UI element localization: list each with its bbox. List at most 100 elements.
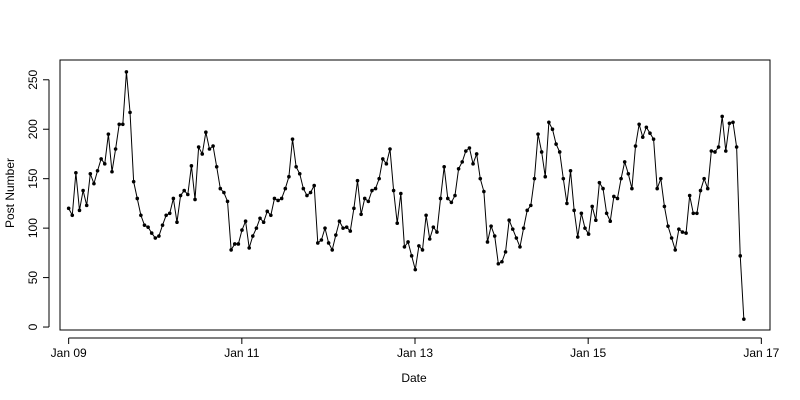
data-point	[550, 127, 555, 132]
data-point	[644, 125, 649, 130]
data-point	[232, 242, 237, 246]
data-point	[503, 250, 508, 254]
data-point	[478, 176, 483, 181]
data-point	[633, 144, 638, 148]
data-point	[604, 211, 609, 216]
data-point	[377, 176, 381, 181]
data-point	[153, 236, 158, 240]
data-point	[77, 208, 82, 213]
data-point	[626, 171, 631, 176]
data-point	[651, 137, 656, 141]
x-axis: Jan 09 Jan 11 Jan 13 Jan 15 Jan 17	[51, 337, 780, 360]
data-point	[99, 157, 103, 161]
data-point	[594, 218, 598, 223]
data-point	[579, 211, 584, 216]
data-point	[279, 196, 284, 201]
data-point	[294, 165, 298, 169]
data-point	[167, 211, 172, 216]
data-point	[323, 226, 327, 230]
data-point	[734, 145, 739, 149]
data-point	[258, 216, 262, 221]
data-point	[113, 147, 118, 151]
data-point	[142, 223, 147, 227]
data-point	[243, 219, 248, 224]
data-point	[330, 248, 335, 252]
data-point	[485, 240, 490, 244]
data-point	[261, 220, 266, 224]
data-point	[384, 162, 389, 166]
data-point	[705, 186, 710, 191]
data-point	[565, 201, 569, 206]
y-axis: 0 50 100 150 200 250	[26, 69, 50, 330]
data-point	[716, 145, 721, 149]
data-point	[669, 236, 674, 240]
data-point	[709, 149, 714, 153]
series-layer	[66, 70, 746, 321]
data-point	[225, 199, 230, 204]
data-point	[175, 220, 179, 224]
data-point	[344, 225, 349, 229]
data-point	[265, 209, 270, 214]
data-point	[492, 234, 497, 238]
data-point	[659, 176, 663, 181]
data-point	[391, 188, 396, 193]
y-tick-label: 100	[26, 218, 40, 238]
data-point	[637, 122, 641, 127]
x-tick-label: Jan 11	[224, 346, 259, 360]
data-point	[438, 196, 443, 201]
data-point	[456, 166, 461, 171]
data-point	[742, 317, 746, 321]
data-point	[308, 190, 313, 195]
data-point	[435, 230, 439, 234]
data-point	[615, 196, 620, 201]
data-point	[687, 193, 692, 198]
data-point	[182, 188, 186, 193]
data-point	[218, 186, 223, 191]
data-point	[521, 226, 526, 230]
data-point	[586, 232, 591, 236]
x-tick-label: Jan 13	[397, 346, 433, 360]
x-tick-label: Jan 09	[51, 346, 87, 360]
data-point	[474, 152, 479, 156]
data-point	[164, 213, 168, 218]
data-point	[146, 225, 150, 229]
data-point	[543, 174, 548, 179]
data-point	[510, 227, 515, 231]
data-point	[92, 181, 96, 186]
data-point	[74, 170, 78, 175]
data-point	[312, 183, 316, 188]
x-axis-title: Date	[401, 371, 427, 385]
data-point	[449, 200, 454, 205]
y-tick-label: 200	[26, 119, 40, 139]
data-point	[731, 120, 735, 125]
data-point	[189, 164, 194, 168]
data-point	[204, 130, 208, 134]
data-point	[622, 160, 627, 164]
data-point	[648, 131, 652, 135]
data-point	[124, 70, 129, 74]
data-point	[362, 196, 367, 201]
data-point	[370, 188, 374, 193]
data-point	[240, 228, 244, 232]
data-point	[698, 188, 703, 193]
data-point	[341, 226, 345, 230]
data-point	[536, 132, 540, 136]
data-point	[301, 186, 306, 191]
data-point	[139, 213, 143, 218]
data-point	[272, 196, 277, 201]
data-point	[500, 259, 504, 264]
data-point	[662, 204, 667, 209]
data-point	[160, 223, 165, 227]
data-point	[355, 178, 360, 183]
data-point	[395, 221, 400, 225]
data-point	[445, 196, 450, 201]
x-tick-label: Jan 15	[570, 346, 606, 360]
data-point	[131, 179, 136, 184]
data-point	[222, 190, 226, 195]
data-point	[236, 242, 241, 246]
data-point	[70, 213, 75, 218]
data-point	[723, 149, 728, 153]
data-point	[348, 229, 353, 233]
data-point	[525, 208, 530, 213]
